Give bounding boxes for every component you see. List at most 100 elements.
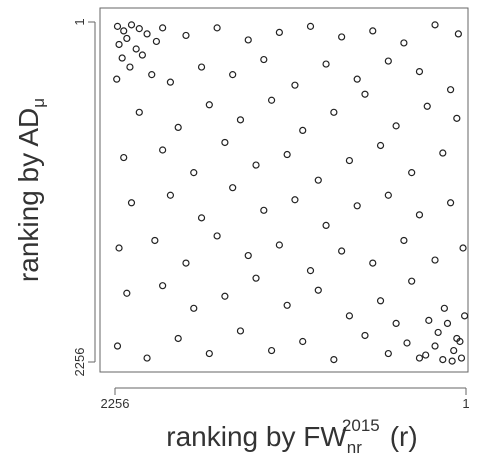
point (361, 90, 369, 98)
point (446, 86, 455, 94)
point (448, 357, 456, 365)
point (425, 316, 433, 324)
point (408, 169, 416, 177)
point (126, 63, 134, 71)
x-label-superscript: 2015 (342, 416, 380, 435)
point (314, 176, 322, 184)
point (403, 339, 411, 347)
point (400, 236, 408, 245)
point (166, 191, 175, 199)
x-axis-label: ranking by FWnr 2015 (r) (166, 416, 417, 457)
point (135, 25, 143, 33)
point (174, 123, 182, 131)
point (244, 36, 252, 44)
plot-frame (99, 7, 469, 373)
point (369, 27, 377, 35)
x-label-subscript: nr (347, 438, 362, 457)
point (291, 81, 299, 89)
point (267, 346, 276, 355)
point (252, 161, 260, 169)
point (120, 153, 128, 162)
point (423, 102, 431, 110)
point (322, 221, 330, 229)
point (159, 282, 167, 290)
point (166, 78, 175, 86)
point (229, 71, 237, 79)
point (260, 55, 268, 64)
point (384, 57, 392, 65)
point (376, 297, 385, 305)
point (127, 199, 136, 207)
point (229, 184, 237, 192)
point (459, 244, 467, 252)
point (314, 286, 322, 294)
point (236, 116, 245, 124)
point (205, 349, 213, 358)
point (275, 241, 283, 249)
y-label-subscript: μ (29, 98, 48, 108)
point (338, 33, 346, 41)
point (369, 259, 377, 267)
point (440, 304, 448, 312)
point (415, 211, 424, 219)
point (143, 354, 151, 362)
y-axis-label: ranking by ADμ (13, 98, 48, 282)
point (283, 301, 291, 309)
y-tick-label: 1 (72, 18, 87, 25)
point (384, 191, 392, 199)
point (159, 24, 167, 32)
point (120, 27, 128, 35)
point (135, 108, 143, 116)
point (213, 24, 221, 32)
point (415, 354, 424, 362)
point (400, 39, 408, 47)
point (151, 236, 159, 245)
point (453, 114, 461, 122)
point (127, 21, 136, 29)
point (244, 251, 252, 260)
point (431, 21, 439, 29)
point (392, 122, 400, 130)
point (275, 28, 283, 37)
point (415, 68, 424, 76)
point (299, 337, 307, 346)
point (143, 30, 151, 38)
point (439, 149, 447, 157)
point (152, 37, 161, 46)
point (345, 156, 354, 165)
point (338, 247, 346, 255)
y-label-text: ranking by AD (13, 108, 44, 282)
point (174, 334, 182, 343)
point (392, 319, 400, 328)
point (252, 274, 260, 282)
point (306, 22, 315, 30)
x-label-suffix: (r) (390, 421, 418, 452)
point (330, 355, 338, 364)
point (197, 63, 206, 71)
point (439, 355, 447, 364)
point (460, 312, 469, 320)
point (443, 319, 452, 328)
point (113, 75, 121, 83)
point (450, 346, 458, 355)
point (384, 349, 392, 358)
point (148, 71, 156, 79)
point (446, 199, 455, 207)
point (431, 342, 439, 350)
point (123, 289, 131, 297)
point (113, 342, 122, 350)
point (267, 96, 276, 104)
point (197, 214, 206, 222)
point (159, 146, 167, 154)
point (306, 267, 315, 275)
point (408, 277, 416, 285)
point (422, 351, 430, 359)
point (182, 259, 190, 267)
point (353, 202, 361, 210)
x-tick-label: 2256 (101, 396, 130, 411)
point (345, 312, 354, 320)
point (123, 34, 131, 43)
point (299, 126, 307, 135)
point (221, 138, 229, 147)
